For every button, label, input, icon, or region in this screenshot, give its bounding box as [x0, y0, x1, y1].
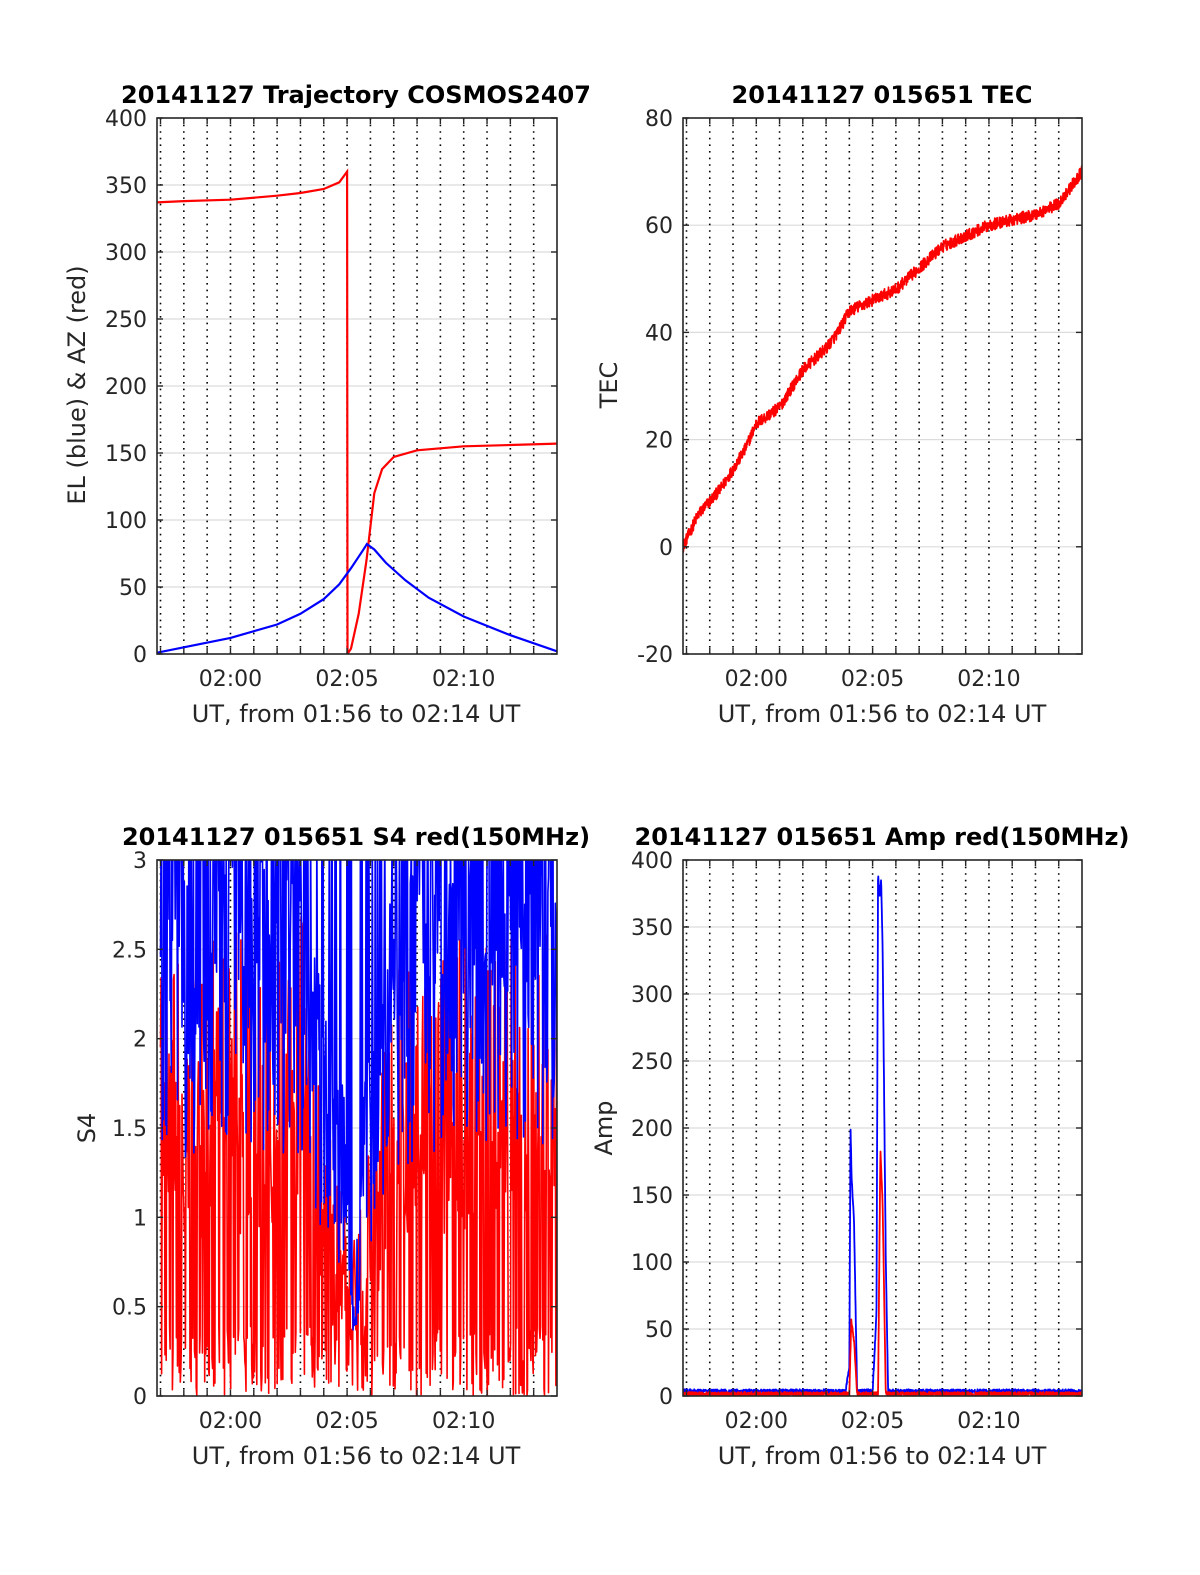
tec-title: 20141127 015651 TEC [732, 81, 1033, 109]
x-tick-label: 02:10 [432, 667, 495, 692]
tec-panel: 20141127 015651 TEC UT, from 01:56 to 02… [595, 81, 1083, 728]
x-tick-label: 02:05 [315, 1409, 378, 1434]
y-tick-label: 0.5 [112, 1296, 147, 1321]
y-tick-label: 0 [659, 536, 673, 561]
y-tick-label: -20 [637, 643, 673, 668]
tec-series-line [683, 165, 1082, 553]
y-tick-label: 350 [105, 174, 147, 199]
x-tick-label: 02:10 [957, 667, 1020, 692]
y-tick-label: 250 [631, 1050, 673, 1075]
y-tick-label: 0 [133, 643, 147, 668]
y-tick-label: 50 [119, 576, 147, 601]
s4-x-label: UT, from 01:56 to 02:14 UT [192, 1442, 521, 1470]
trajectory-title: 20141127 Trajectory COSMOS2407 [121, 81, 591, 109]
y-tick-label: 300 [631, 983, 673, 1008]
y-tick-label: 2.5 [112, 938, 147, 963]
y-tick-label: 150 [631, 1184, 673, 1209]
plot-area [159, 860, 557, 1396]
y-tick-label: 0 [133, 1385, 147, 1410]
x-tick-label: 02:05 [841, 1409, 904, 1434]
s4-y-label: S4 [73, 1113, 101, 1144]
amp-series-line [683, 875, 1082, 1395]
trajectory-y-label: EL (blue) & AZ (red) [63, 265, 91, 504]
y-tick-label: 0 [659, 1385, 673, 1410]
y-tick-label: 60 [645, 214, 673, 239]
amp-title: 20141127 015651 Amp red(150MHz) [635, 823, 1130, 851]
trajectory-x-label: UT, from 01:56 to 02:14 UT [192, 700, 521, 728]
y-tick-label: 80 [645, 107, 673, 132]
y-tick-label: 1 [133, 1206, 147, 1231]
amp-panel: 20141127 015651 Amp red(150MHz) UT, from… [590, 823, 1129, 1470]
y-tick-label: 2 [133, 1028, 147, 1053]
x-tick-label: 02:00 [725, 1409, 788, 1434]
x-tick-label: 02:00 [199, 1409, 262, 1434]
s4-title: 20141127 015651 S4 red(150MHz) [122, 823, 590, 851]
trajectory-series-line [157, 168, 557, 654]
x-tick-label: 02:05 [315, 667, 378, 692]
trajectory-panel: 20141127 Trajectory COSMOS2407 UT, from … [63, 81, 591, 728]
y-tick-label: 100 [631, 1251, 673, 1276]
y-tick-label: 200 [631, 1117, 673, 1142]
x-tick-label: 02:00 [725, 667, 788, 692]
y-tick-label: 50 [645, 1318, 673, 1343]
x-tick-label: 02:05 [841, 667, 904, 692]
tec-y-label: TEC [595, 362, 623, 410]
y-tick-label: 350 [631, 916, 673, 941]
x-tick-label: 02:00 [199, 667, 262, 692]
y-tick-label: 3 [133, 849, 147, 874]
trajectory-series-line [157, 542, 557, 654]
s4-panel: 20141127 015651 S4 red(150MHz) UT, from … [73, 823, 590, 1470]
y-tick-label: 1.5 [112, 1117, 147, 1142]
plot-area [157, 168, 557, 654]
s4-series-line [159, 860, 557, 1331]
y-tick-label: 300 [105, 241, 147, 266]
y-tick-label: 150 [105, 442, 147, 467]
y-tick-label: 250 [105, 308, 147, 333]
amp-x-label: UT, from 01:56 to 02:14 UT [718, 1442, 1047, 1470]
plot-area [683, 165, 1082, 553]
axes-box [682, 117, 1083, 655]
y-tick-label: 40 [645, 321, 673, 346]
x-tick-label: 02:10 [957, 1409, 1020, 1434]
tec-x-label: UT, from 01:56 to 02:14 UT [718, 700, 1047, 728]
y-tick-label: 200 [105, 375, 147, 400]
y-tick-label: 100 [105, 509, 147, 534]
amp-y-label: Amp [590, 1100, 618, 1155]
y-tick-label: 400 [631, 849, 673, 874]
y-tick-label: 400 [105, 107, 147, 132]
y-tick-label: 20 [645, 429, 673, 454]
x-tick-label: 02:10 [432, 1409, 495, 1434]
